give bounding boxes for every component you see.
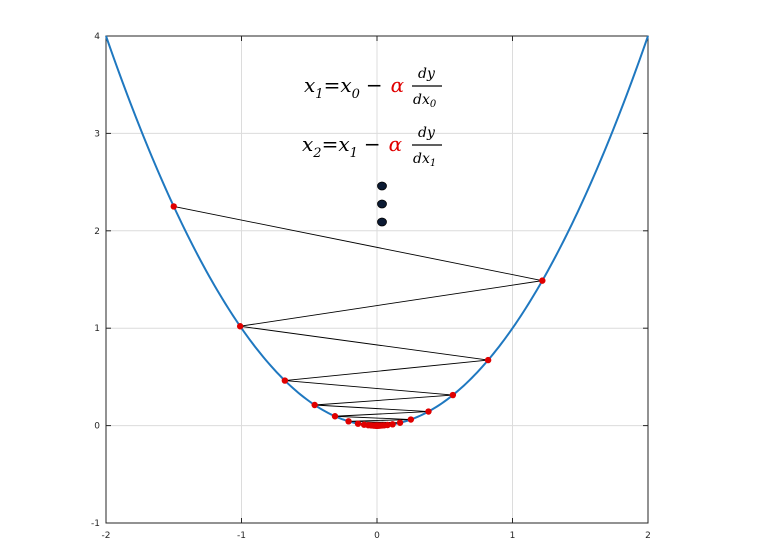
eq1-rhs-sub: 0 xyxy=(352,87,360,102)
step-line xyxy=(334,415,411,420)
step-line xyxy=(314,394,453,406)
eq1-equals: = xyxy=(324,73,341,97)
eq1-den-var: dx xyxy=(413,92,430,108)
svg-text:dx1: dx1 xyxy=(413,151,436,169)
iterate-point xyxy=(373,422,381,429)
iterate-point xyxy=(311,401,318,409)
iterate-point xyxy=(407,416,415,423)
eq1-minus: − xyxy=(366,73,383,97)
eq2-alpha: α xyxy=(389,132,403,156)
x-tick-label: 1 xyxy=(510,531,516,541)
iterate-point xyxy=(345,418,352,425)
ellipsis-dot xyxy=(377,217,387,227)
y-tick-label: 2 xyxy=(94,227,100,237)
step-line xyxy=(314,404,429,412)
iterate-point xyxy=(236,323,244,330)
iterate-point xyxy=(484,356,492,364)
eq2-lhs-sub: 2 xyxy=(312,146,321,161)
plot-frame xyxy=(105,35,649,524)
iterate-point xyxy=(170,203,177,210)
svg-text:x1=x0−α: x1=x0− α xyxy=(304,73,405,102)
y-tick-label: 4 xyxy=(94,32,100,42)
eq1-lhs-sub: 1 xyxy=(315,87,323,102)
iterate-point xyxy=(281,377,289,384)
grid-lines xyxy=(105,35,649,524)
x-tick-label: -1 xyxy=(237,531,246,541)
ellipsis-dots xyxy=(377,181,387,227)
iterate-points xyxy=(170,203,546,429)
ellipsis-dot xyxy=(377,199,387,209)
x-tick-label: 2 xyxy=(645,531,651,541)
eq1-lhs-var: x xyxy=(304,73,315,97)
svg-text:x2=x1−α: x2=x1− α xyxy=(302,132,403,161)
x-tick-label: 0 xyxy=(374,531,380,541)
eq2-lhs-var: x xyxy=(302,132,313,156)
eq2-den-sub: 1 xyxy=(430,158,436,169)
iterate-point xyxy=(396,419,404,426)
ellipsis-dot xyxy=(377,181,387,191)
eq2-rhs-var: x xyxy=(338,132,349,156)
y-tick-label: 3 xyxy=(94,129,100,139)
eq1-den-sub: 0 xyxy=(430,99,437,110)
step-line xyxy=(173,206,543,282)
eq1-numerator: dy xyxy=(418,66,436,82)
y-tick-label: -1 xyxy=(91,519,100,529)
step-line xyxy=(284,380,453,396)
eq1-rhs-var: x xyxy=(340,73,351,97)
step-line xyxy=(240,325,489,361)
x-tick-label: -2 xyxy=(102,531,111,541)
iterate-point xyxy=(449,391,457,399)
y-tick-label: 0 xyxy=(94,422,100,432)
eq2-minus: − xyxy=(364,132,381,156)
step-line xyxy=(334,411,429,417)
equation-2: x2=x1− α dy dx1 xyxy=(302,125,442,169)
iterate-point xyxy=(389,421,396,428)
step-lines xyxy=(173,206,543,427)
iterate-point xyxy=(354,420,362,427)
iterate-point xyxy=(331,413,339,420)
step-line xyxy=(240,280,543,327)
eq2-equals: = xyxy=(322,132,339,156)
iterate-point xyxy=(425,408,432,415)
y-tick-label: 1 xyxy=(94,324,100,334)
eq2-rhs-sub: 1 xyxy=(350,146,358,161)
iterate-point xyxy=(539,277,546,284)
step-line xyxy=(284,359,489,382)
equation-1: x1=x0− α dy dx0 xyxy=(304,66,442,110)
eq2-numerator: dy xyxy=(418,125,436,141)
eq2-den-var: dx xyxy=(413,151,430,167)
eq1-alpha: α xyxy=(391,73,405,97)
svg-text:dx0: dx0 xyxy=(413,92,437,110)
